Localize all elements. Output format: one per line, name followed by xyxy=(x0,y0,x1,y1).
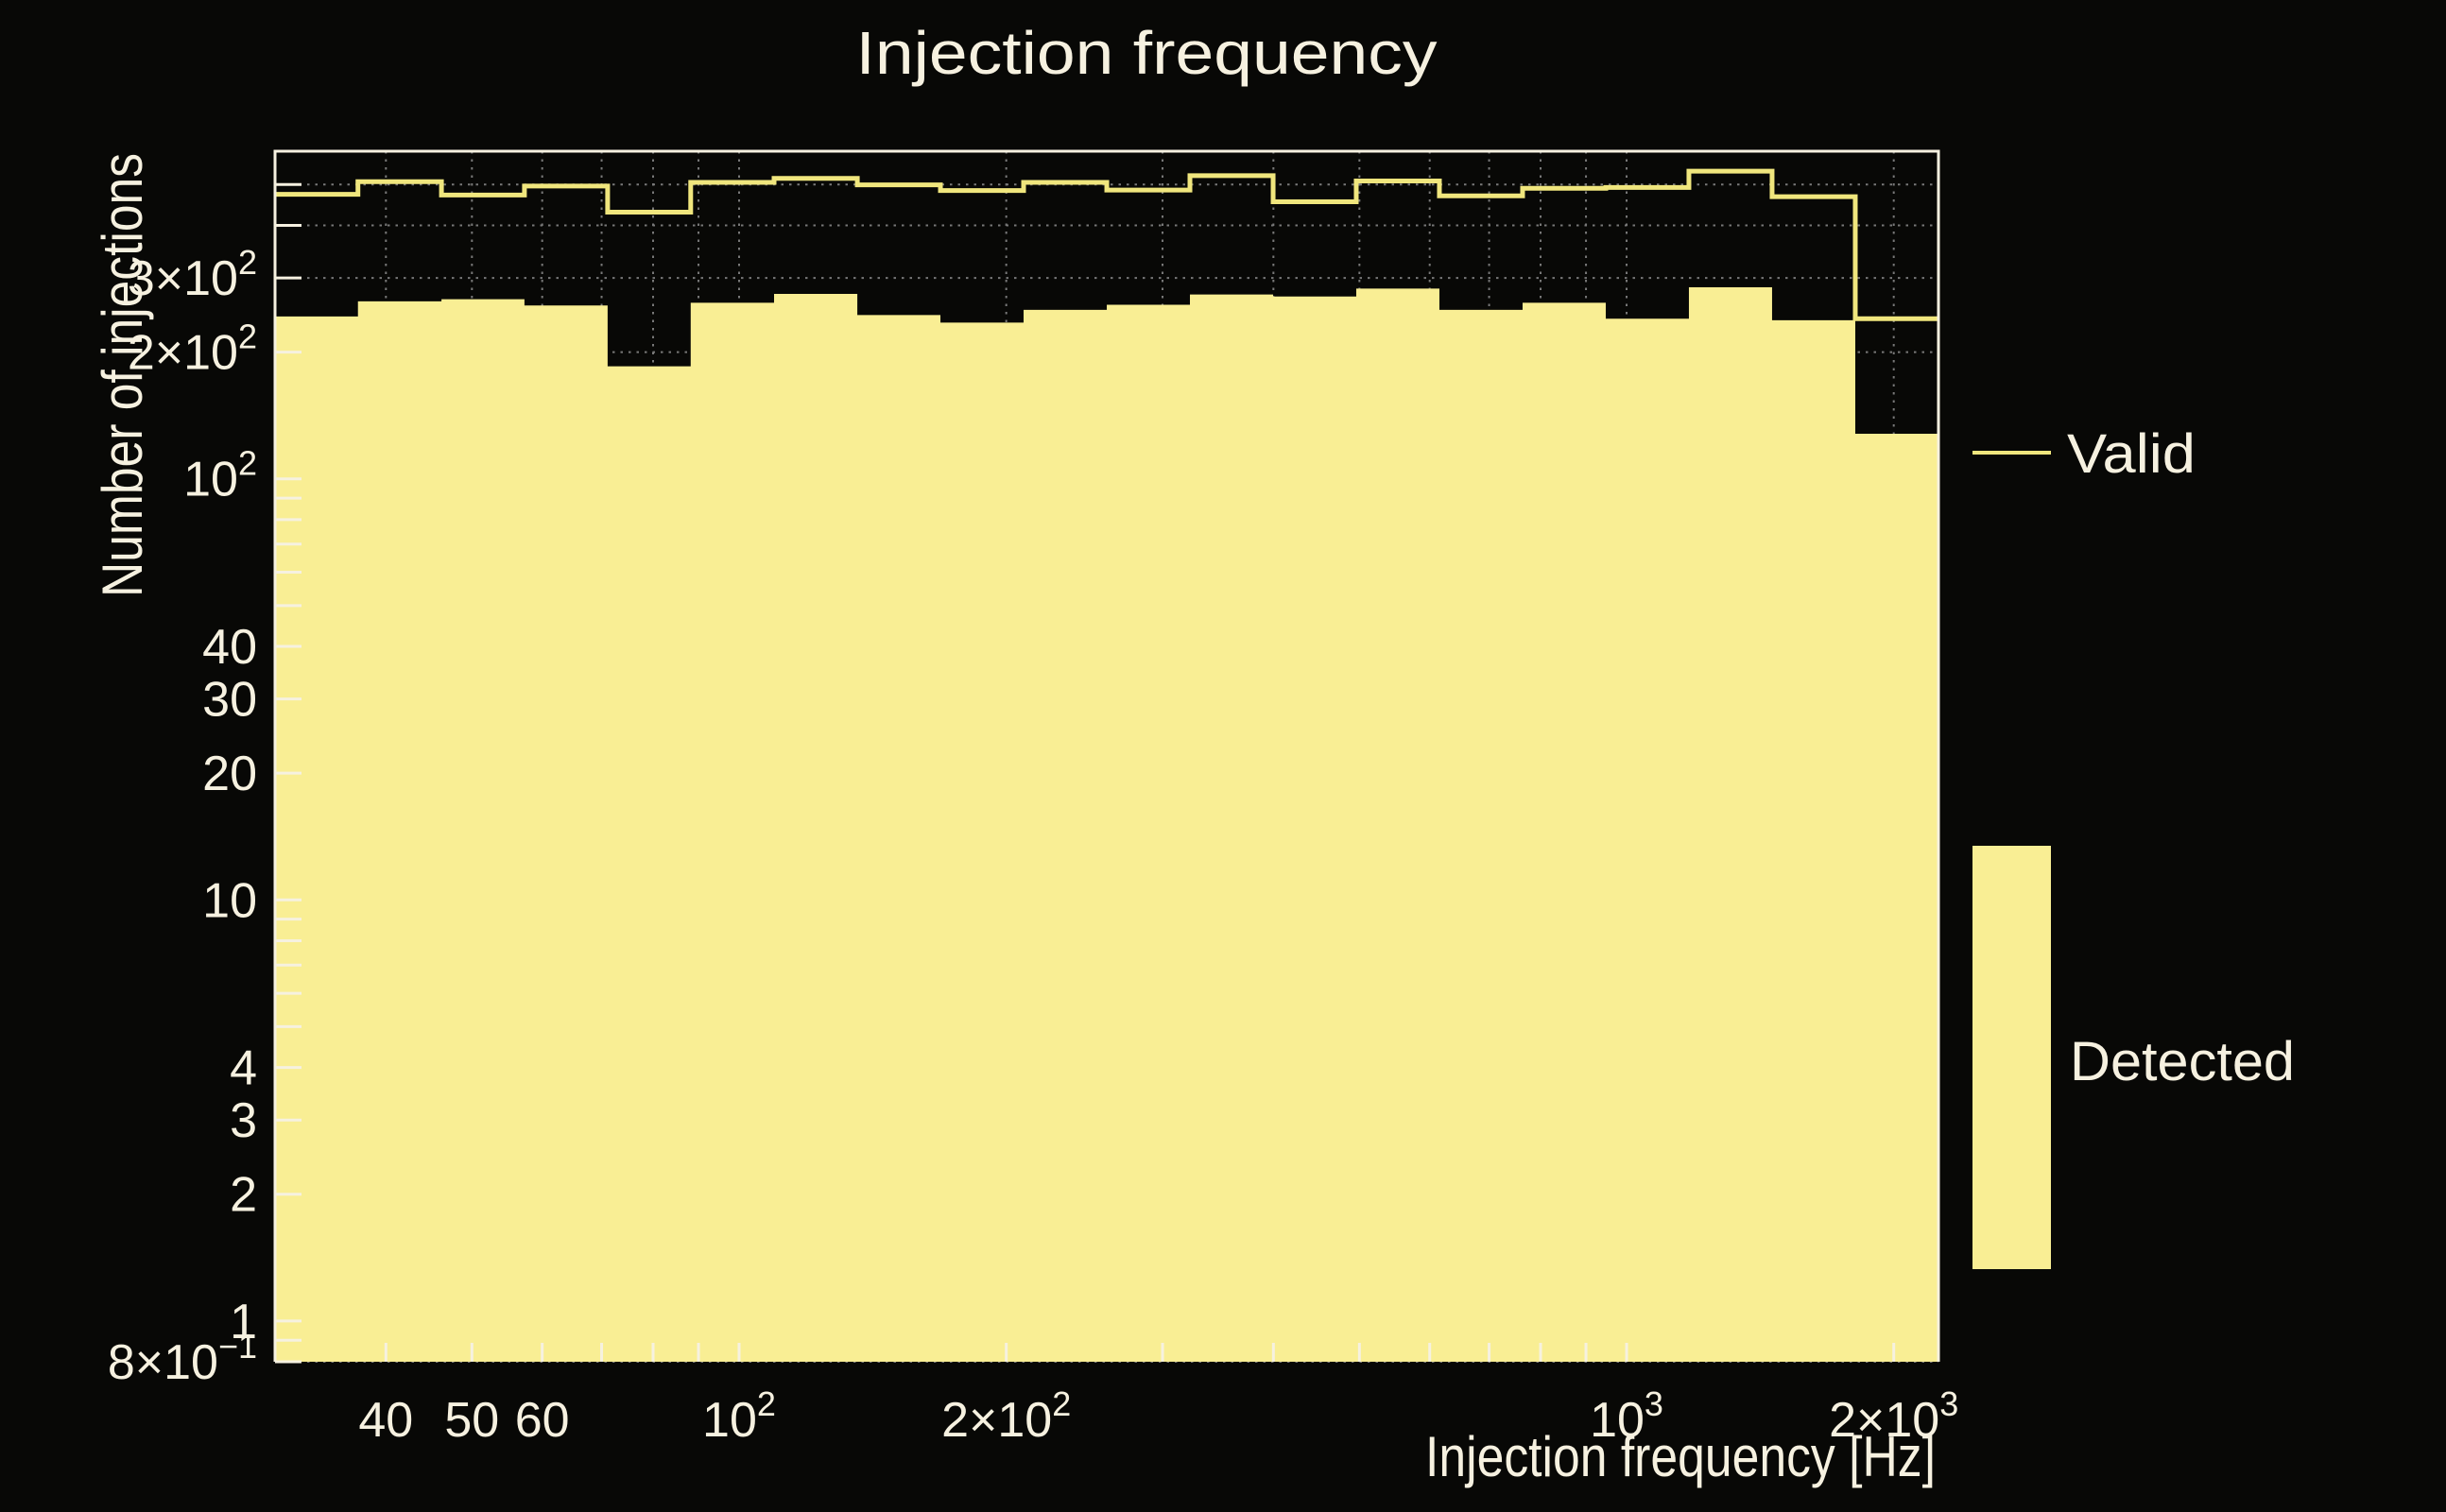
x-tick-label: 50 xyxy=(444,1393,499,1448)
legend-valid-label: Valid xyxy=(2067,423,2196,485)
x-tick-label: 2×103 xyxy=(1829,1384,1958,1448)
y-tick-label: 1 xyxy=(230,1295,257,1349)
y-tick-label: 3 xyxy=(230,1093,257,1148)
valid-histogram-line xyxy=(275,168,1938,321)
y-tick-label: 3×102 xyxy=(128,243,257,306)
y-tick-label: 2 xyxy=(230,1168,257,1223)
legend: Valid Detected xyxy=(1972,423,2295,1269)
x-axis-title: Injection frequency [Hz] xyxy=(1425,1425,1936,1488)
legend-detected-fill-swatch xyxy=(1972,846,2051,1269)
detected-histogram-fill xyxy=(275,287,1938,1362)
y-tick-label: 40 xyxy=(202,620,257,675)
plot-frame xyxy=(273,149,1940,1362)
y-tick-label: 102 xyxy=(183,444,257,507)
x-tick-label: 40 xyxy=(358,1393,413,1448)
y-tick-label: 10 xyxy=(202,873,257,928)
axis-ticks xyxy=(275,182,1896,1364)
x-tick-label: 102 xyxy=(702,1384,776,1448)
y-axis-title: Number of injections xyxy=(91,153,154,597)
tick-labels: 40 50 60 102 2×102 103 2×1033×1022×10210240302… xyxy=(108,243,1958,1448)
x-tick-label: 2×102 xyxy=(941,1384,1071,1448)
y-tick-label: 30 xyxy=(202,673,257,728)
y-tick-label: 2×102 xyxy=(128,318,257,381)
x-tick-label: 103 xyxy=(1590,1384,1663,1448)
figure-title: Injection frequency xyxy=(856,19,1438,87)
y-tick-label: 4 xyxy=(230,1041,257,1096)
legend-detected-label: Detected xyxy=(2070,1031,2295,1092)
y-tick-label: 20 xyxy=(202,747,257,801)
y-tick-label: 8×10−1 xyxy=(108,1327,257,1390)
x-tick-label: 60 xyxy=(515,1393,570,1448)
